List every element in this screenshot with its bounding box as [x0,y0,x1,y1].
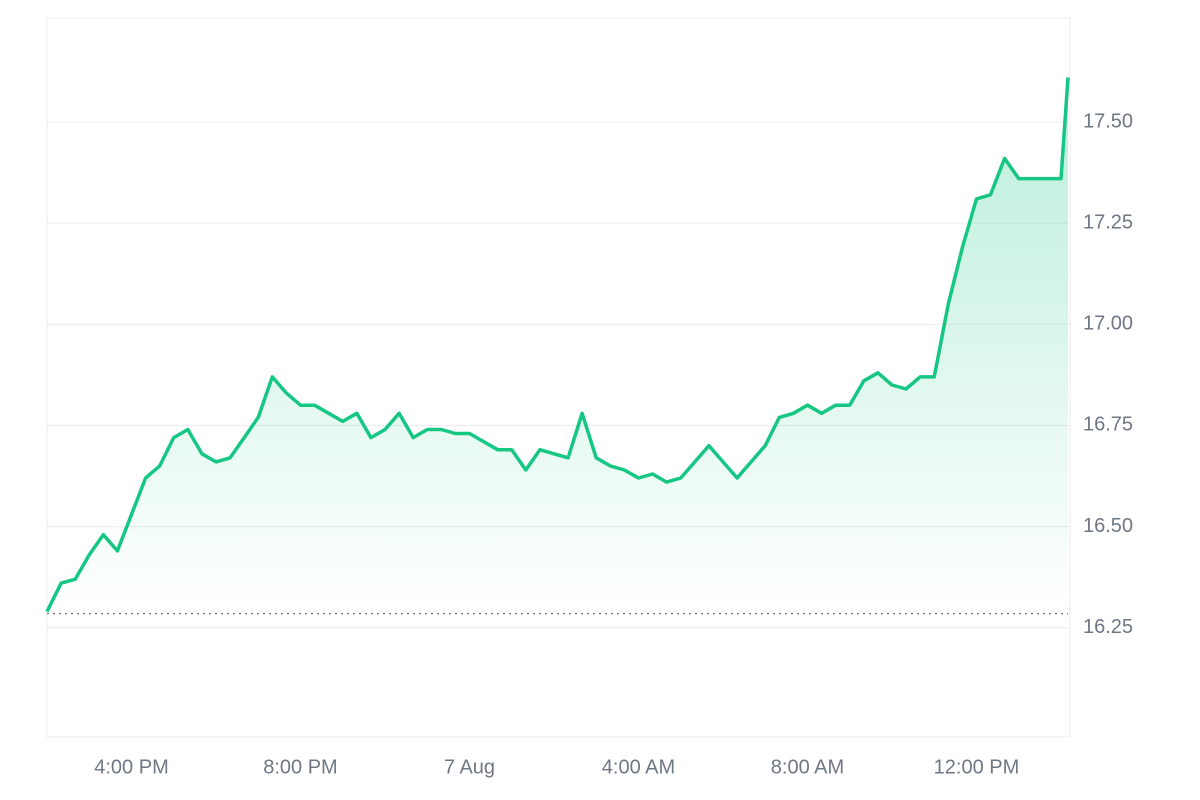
x-tick-label: 7 Aug [444,756,495,778]
y-tick-label: 16.75 [1083,414,1133,436]
x-tick-label: 8:00 PM [263,756,337,778]
area-fill [47,77,1068,614]
x-tick-label: 12:00 PM [934,756,1020,778]
y-tick-label: 16.25 [1083,616,1133,638]
y-tick-label: 17.50 [1083,110,1133,132]
price-line [45,77,1070,613]
y-tick-label: 17.00 [1083,313,1133,335]
x-tick-label: 4:00 PM [94,756,168,778]
y-tick-label: 17.25 [1083,211,1133,233]
x-tick-label: 4:00 AM [602,756,675,778]
plot-frame [46,17,1071,738]
x-tick-label: 8:00 AM [771,756,844,778]
y-tick-label: 16.50 [1083,515,1133,537]
